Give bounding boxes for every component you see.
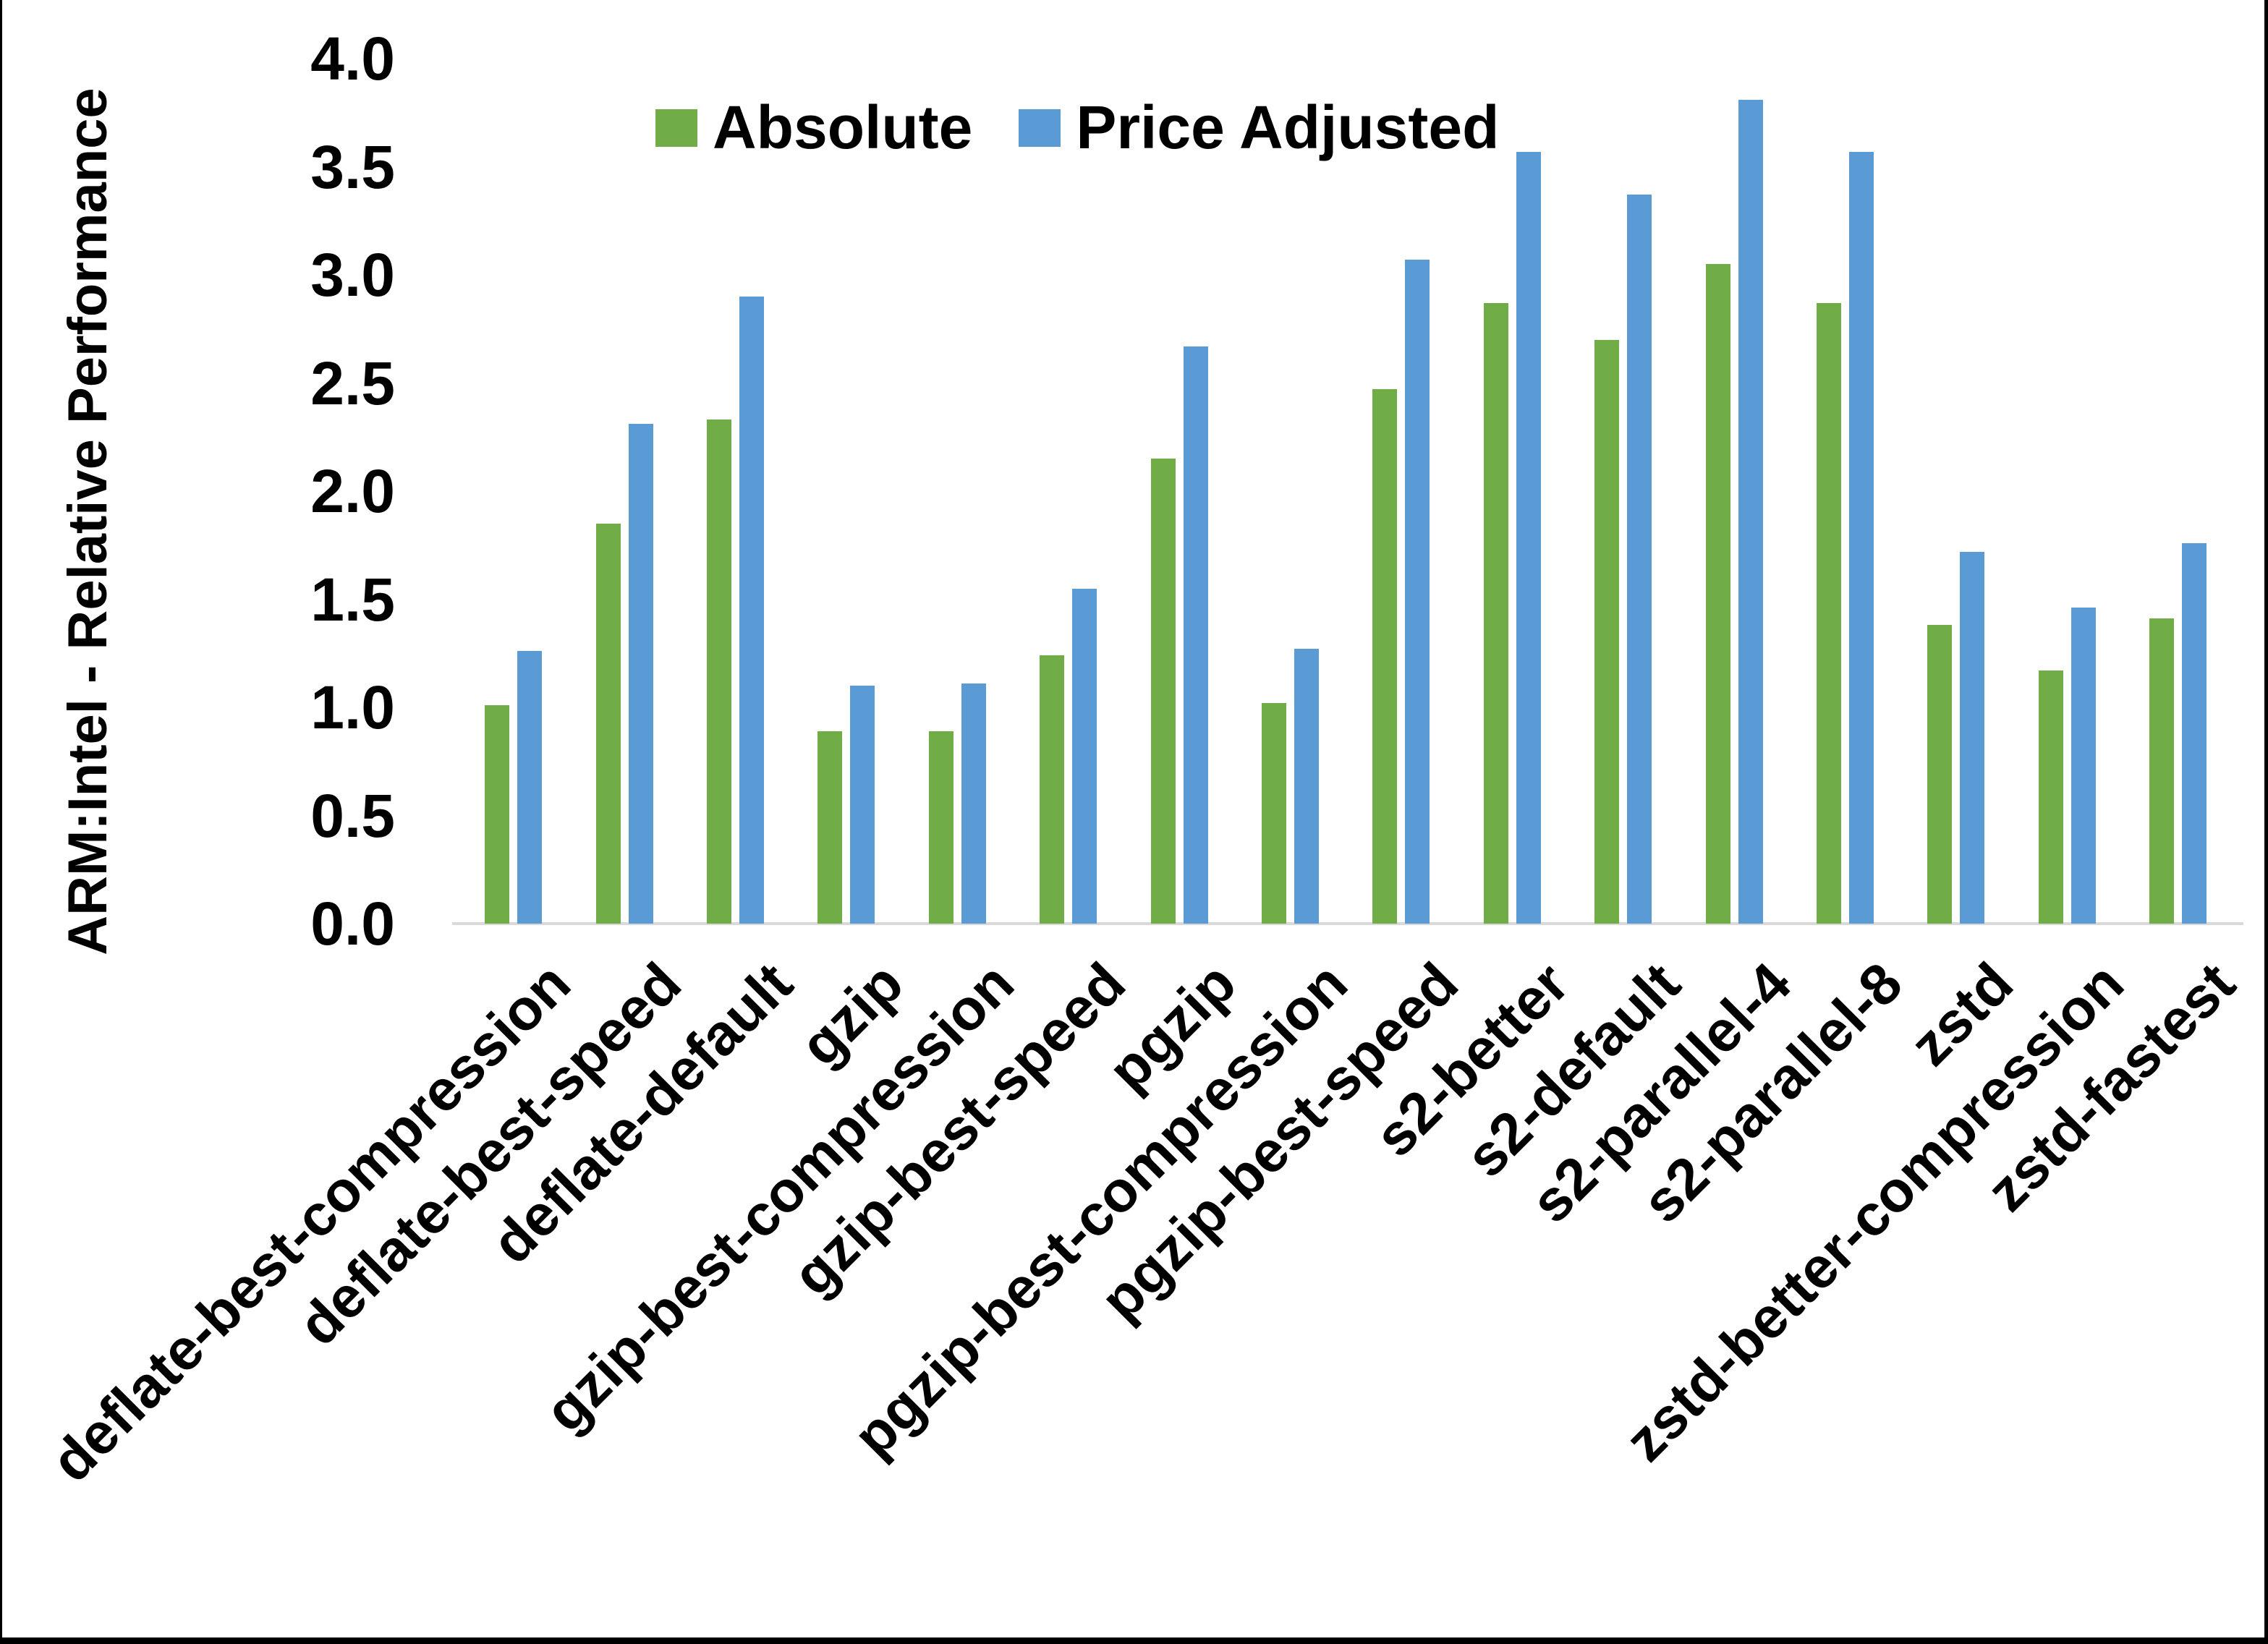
legend: Absolute Price Adjusted [655, 93, 1499, 163]
bar-price-adjusted-pgzip [1183, 346, 1208, 924]
bar-price-adjusted-s2-default [1627, 195, 1652, 924]
bar-absolute-gzip-best-compression [928, 731, 954, 924]
bar-absolute-zstd-better-compression [2038, 670, 2063, 924]
y-tick-label-1.5: 1.5 [310, 565, 395, 634]
y-tick-label-4.0: 4.0 [310, 25, 395, 93]
y-tick-label-3.0: 3.0 [310, 241, 395, 309]
bar-price-adjusted-zstd-fastest [2182, 542, 2207, 924]
y-axis-title: ARM:Intel - Relative Performance [57, 88, 119, 955]
bar-absolute-gzip [817, 731, 843, 924]
bar-absolute-s2-parallel-4 [1705, 264, 1730, 924]
bar-absolute-s2-better [1483, 302, 1508, 924]
bar-absolute-s2-parallel-8 [1817, 302, 1841, 924]
x-axis-line [452, 922, 2243, 925]
bar-absolute-deflate-best-speed [595, 523, 621, 924]
bar-absolute-gzip-best-speed [1040, 655, 1065, 924]
y-tick-label-2.0: 2.0 [310, 457, 395, 525]
bar-price-adjusted-pgzip-best-compression [1294, 649, 1319, 924]
bar-price-adjusted-deflate-best-compression [517, 651, 543, 924]
bar-price-adjusted-pgzip-best-speed [1405, 260, 1430, 924]
bar-price-adjusted-deflate-best-speed [628, 424, 653, 924]
bar-absolute-pgzip-best-speed [1372, 389, 1398, 924]
bar-price-adjusted-deflate-default [739, 296, 764, 924]
bar-absolute-pgzip [1150, 459, 1176, 924]
legend-item-price-adjusted: Price Adjusted [1019, 93, 1499, 163]
bar-price-adjusted-gzip-best-speed [1072, 588, 1097, 924]
bar-absolute-s2-default [1594, 339, 1620, 924]
legend-item-absolute: Absolute [655, 93, 972, 163]
bar-price-adjusted-s2-parallel-4 [1738, 99, 1763, 924]
bar-absolute-deflate-best-compression [485, 705, 510, 924]
legend-label: Price Adjusted [1076, 93, 1500, 161]
bar-price-adjusted-s2-parallel-8 [1849, 151, 1874, 924]
y-tick-label-0.0: 0.0 [310, 890, 395, 958]
legend-label: Absolute [713, 93, 973, 161]
y-tick-label-3.5: 3.5 [310, 132, 395, 201]
legend-swatch-absolute [655, 108, 697, 147]
y-tick-label-0.5: 0.5 [310, 781, 395, 850]
bar-absolute-zstd [1927, 625, 1953, 924]
bar-absolute-zstd-fastest [2149, 618, 2175, 924]
bar-price-adjusted-zstd-better-compression [2070, 608, 2096, 924]
bar-absolute-pgzip-best-compression [1262, 703, 1286, 924]
bar-price-adjusted-gzip-best-compression [961, 683, 986, 924]
y-tick-label-2.5: 2.5 [310, 349, 395, 417]
bar-price-adjusted-s2-better [1516, 151, 1541, 924]
bar-price-adjusted-zstd [1960, 551, 1985, 924]
bar-price-adjusted-gzip [850, 686, 875, 924]
legend-swatch-price-adjusted [1019, 108, 1061, 147]
y-tick-label-1.0: 1.0 [310, 673, 395, 741]
bar-absolute-deflate-default [707, 419, 731, 924]
